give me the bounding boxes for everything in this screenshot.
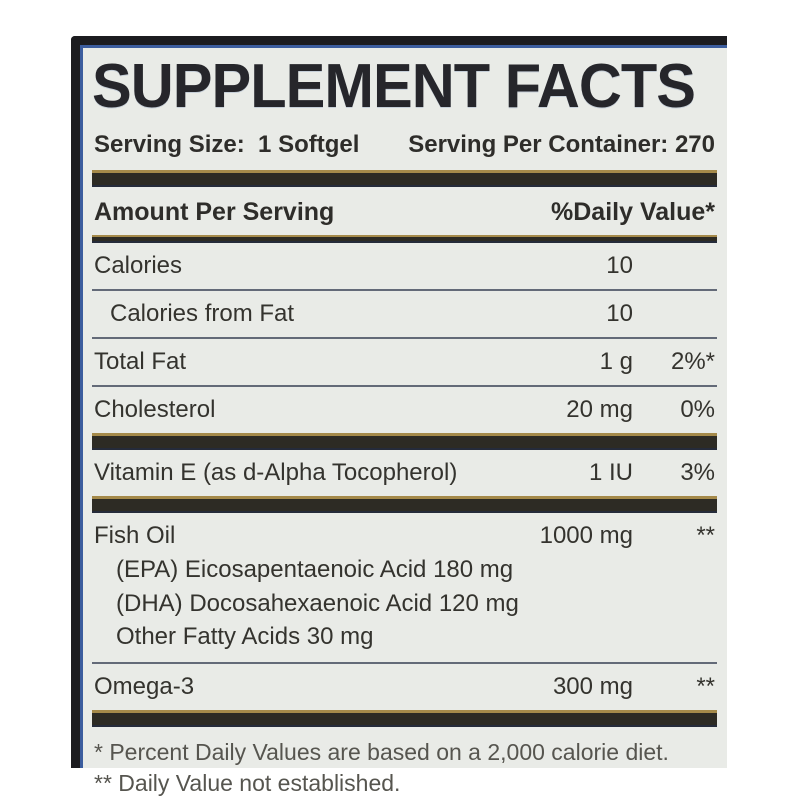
- nutrient-row-total-fat: Total Fat 1 g 2%*: [92, 339, 717, 387]
- nutrient-row-vitamin-e: Vitamin E (as d-Alpha Tocopherol) 1 IU 3…: [92, 450, 717, 496]
- nutrient-dv: **: [696, 672, 715, 700]
- nutrient-dv: 0%: [680, 396, 715, 423]
- separator-bar: [92, 433, 717, 450]
- nutrient-dv: 3%: [680, 459, 715, 486]
- footnote-daily-values: * Percent Daily Values are based on a 2,…: [94, 738, 669, 765]
- amount-per-serving-header: Amount Per Serving: [94, 198, 335, 226]
- sub-ingredient-other-fatty-acids: Other Fatty Acids 30 mg: [116, 623, 374, 651]
- nutrient-amount: 300 mg: [552, 672, 633, 700]
- nutrient-row-fish-oil: Fish Oil 1000 mg **: [92, 513, 717, 552]
- nutrient-name: Cholesterol: [94, 396, 216, 423]
- nutrient-name: Calories: [94, 252, 183, 279]
- nutrient-amount: 1000 mg: [539, 522, 633, 549]
- nutrient-row-omega-3: Omega-3 300 mg **: [92, 664, 717, 710]
- separator-bar: [92, 496, 717, 513]
- footnote-dv-not-established: ** Daily Value not established.: [94, 769, 401, 796]
- nutrient-row-calories: Calories 10: [92, 243, 717, 291]
- supplement-facts-label: SUPPLEMENT FACTS Serving Size: 1 Softgel…: [71, 36, 727, 796]
- nutrient-name: Fish Oil: [94, 522, 176, 549]
- sub-ingredient-epa: (EPA) Eicosapentaenoic Acid 180 mg: [116, 556, 514, 583]
- separator-bar: [92, 235, 717, 243]
- nutrient-name: Vitamin E (as d-Alpha Tocopherol): [94, 459, 458, 486]
- nutrient-name: Total Fat: [94, 348, 187, 375]
- servings-per-container: Serving Per Container: 270: [408, 131, 715, 158]
- nutrient-amount: 10: [606, 300, 633, 327]
- label-content: SUPPLEMENT FACTS Serving Size: 1 Softgel…: [83, 48, 727, 796]
- nutrient-amount: 1 IU: [588, 459, 633, 486]
- nutrient-name: Omega-3: [94, 672, 195, 700]
- column-header-row: Amount Per Serving %Daily Value*: [92, 187, 717, 235]
- nutrient-amount: 20 mg: [566, 396, 633, 423]
- sub-ingredient-dha: (DHA) Docosahexaenoic Acid 120 mg: [116, 589, 519, 617]
- label-title: SUPPLEMENT FACTS: [92, 52, 696, 121]
- nutrient-row-cholesterol: Cholesterol 20 mg 0%: [92, 387, 717, 433]
- serving-info-row: Serving Size: 1 Softgel Serving Per Cont…: [94, 131, 715, 159]
- separator-bar: [92, 709, 717, 727]
- nutrient-amount: 1 g: [599, 348, 633, 375]
- nutrient-amount: 10: [606, 252, 633, 279]
- daily-value-header: %Daily Value*: [551, 198, 715, 226]
- nutrient-row-calories-from-fat: Calories from Fat 10: [92, 291, 717, 339]
- fish-oil-sub-ingredients: (EPA) Eicosapentaenoic Acid 180 mg (DHA)…: [92, 552, 717, 664]
- nutrient-dv: **: [696, 522, 715, 549]
- nutrient-dv: 2%*: [670, 348, 715, 375]
- footnotes: * Percent Daily Values are based on a 2,…: [92, 737, 717, 799]
- separator-bar: [92, 170, 717, 187]
- nutrient-name: Calories from Fat: [110, 300, 295, 327]
- serving-size: Serving Size: 1 Softgel: [94, 131, 360, 158]
